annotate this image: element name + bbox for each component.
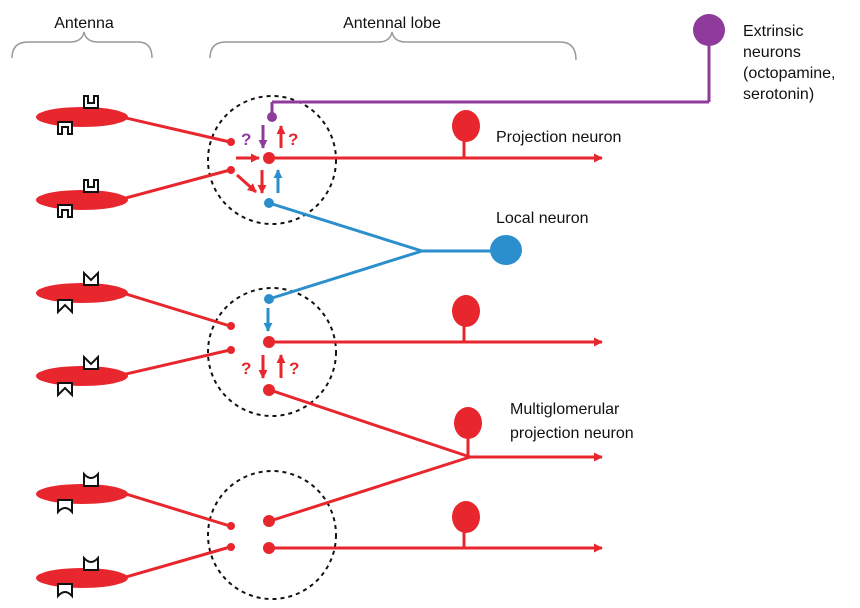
projection-neuron-dendrites <box>263 152 275 554</box>
receptor-notch-icon <box>57 121 73 135</box>
sensory-neuron-soma <box>36 568 128 588</box>
glomerulus-3 <box>207 470 337 600</box>
local-neuron-soma <box>490 235 522 265</box>
sensory-neuron-soma <box>36 190 128 210</box>
sensory-neuron-soma <box>36 283 128 303</box>
receptor-notch-icon <box>83 95 99 109</box>
unknown-mark: ? <box>241 130 251 149</box>
projection-neuron-soma <box>452 295 480 327</box>
unknown-mark: ? <box>241 359 251 378</box>
unknown-mark: ? <box>288 130 298 149</box>
receptor-notch-icon <box>83 555 99 571</box>
multiglomerular-dendrite <box>263 515 275 527</box>
sensory-neurons <box>36 107 128 588</box>
extrinsic-label-line4: serotonin) <box>743 86 814 103</box>
receptor-notch-icon <box>83 179 99 193</box>
antennal-lobe-bracket <box>209 31 577 61</box>
multiglomerular-projection-neuron <box>269 388 603 523</box>
extrinsic-neuron <box>270 40 711 114</box>
receptor-notch-icon <box>83 354 99 370</box>
multiglomerular-label-line2: projection neuron <box>510 425 634 442</box>
receptor-notch-icon <box>57 299 73 315</box>
local-neuron-terminal <box>264 294 274 304</box>
projection-neuron-soma <box>452 110 480 142</box>
receptor-notch-icon <box>83 270 99 286</box>
extrinsic-label-line3: (octopamine, <box>743 65 836 82</box>
sensory-terminals <box>227 138 235 551</box>
extrinsic-label-line1: Extrinsic <box>743 23 803 40</box>
extrinsic-neuron-soma <box>693 14 725 46</box>
receptor-notch-icon <box>83 471 99 487</box>
sensory-neuron-soma <box>36 366 128 386</box>
extrinsic-neuron-terminal <box>267 112 277 122</box>
antennal-lobe-label: Antennal lobe <box>343 15 441 32</box>
projection-neuron-soma <box>452 501 480 533</box>
antenna-label: Antenna <box>54 15 114 32</box>
local-neuron-label: Local neuron <box>496 210 589 227</box>
unknown-mark: ? <box>289 359 299 378</box>
receptor-notch-icon <box>57 204 73 218</box>
projection-neurons <box>270 138 603 553</box>
multiglomerular-label-line1: Multiglomerular <box>510 401 620 418</box>
multiglomerular-dendrite <box>263 384 275 396</box>
sensory-axons <box>125 116 231 579</box>
glomerulus-1 <box>207 95 337 225</box>
arrow-sensory-to-pn-diag <box>235 173 258 194</box>
sensory-neuron-soma <box>36 484 128 504</box>
multiglomerular-soma <box>454 407 482 439</box>
local-neuron <box>268 201 492 301</box>
receptor-notch-icon <box>57 499 73 515</box>
sensory-neuron-soma <box>36 107 128 127</box>
antenna-bracket <box>11 31 153 59</box>
receptor-notch-icon <box>57 583 73 599</box>
receptor-icons <box>57 95 99 599</box>
interaction-arrows <box>235 125 286 379</box>
extrinsic-label-line2: neurons <box>743 44 801 61</box>
local-neuron-terminal <box>264 198 274 208</box>
glomerulus-2 <box>207 287 337 417</box>
projection-neuron-label: Projection neuron <box>496 129 621 146</box>
projection-neuron-somata <box>452 110 480 533</box>
receptor-notch-icon <box>57 382 73 398</box>
